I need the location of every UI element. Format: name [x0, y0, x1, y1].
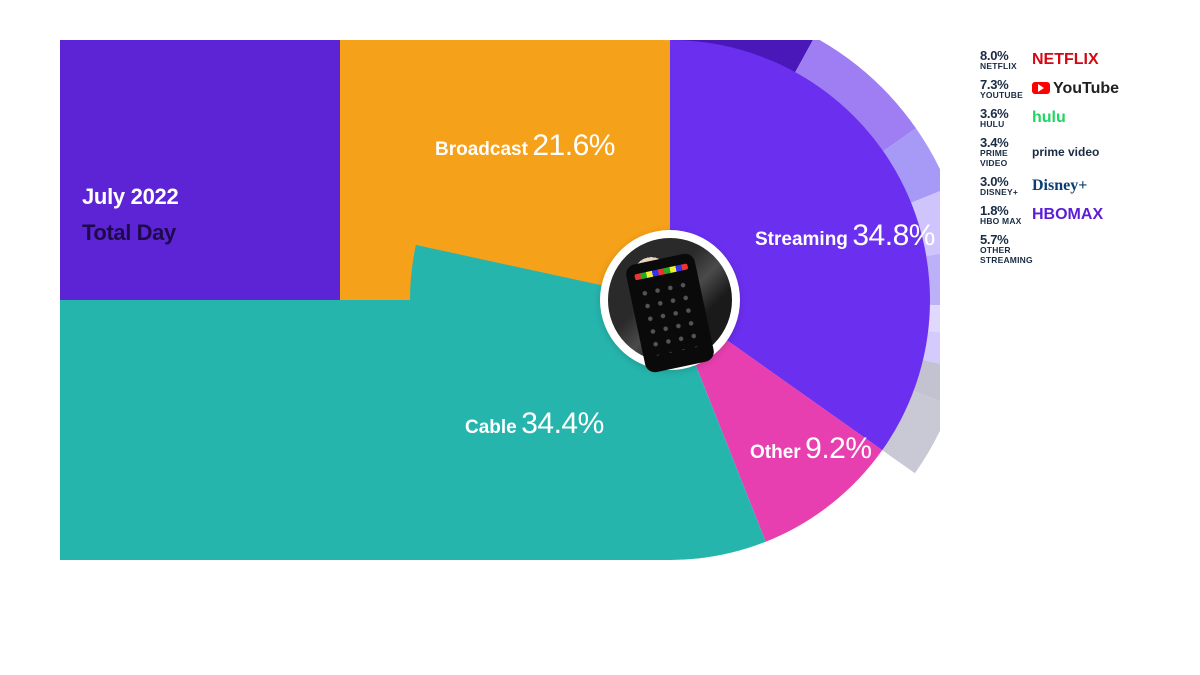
slice-pct-cable: 34.4% [521, 407, 604, 440]
slice-label-streaming: Streaming 34.8% [755, 220, 935, 252]
center-photo [600, 230, 740, 370]
slice-label-broadcast: Broadcast 21.6% [435, 130, 615, 162]
chart-area: July 2022 Total Day Broadcast 21.6% Stre… [60, 40, 940, 560]
legend-sublabel: OTHER STREAMING [980, 245, 1024, 265]
legend-logo: hulu [1032, 110, 1145, 126]
legend-item: 3.4%PRIME VIDEOprime video [980, 135, 1145, 168]
slice-pct-streaming: 34.8% [852, 219, 935, 252]
legend-logo: NETFLIX [1032, 52, 1145, 68]
legend-item: 5.7%OTHER STREAMING [980, 232, 1145, 265]
streaming-legend: 8.0%NETFLIXNETFLIX7.3%YOUTUBEYouTube3.6%… [980, 48, 1145, 265]
legend-item: 7.3%YOUTUBEYouTube [980, 77, 1145, 100]
legend-item: 3.6%HULUhulu [980, 106, 1145, 129]
legend-item: 3.0%DISNEY+Disney+ [980, 174, 1145, 197]
legend-sublabel: HBO MAX [980, 216, 1024, 226]
slice-pct-other: 9.2% [805, 432, 871, 465]
legend-logo: prime video [1032, 144, 1145, 160]
youtube-icon [1032, 82, 1050, 94]
legend-sublabel: HULU [980, 119, 1024, 129]
remote-icon [624, 252, 715, 374]
legend-logo: YouTube [1032, 81, 1145, 97]
legend-sublabel: PRIME VIDEO [980, 148, 1024, 168]
slice-label-other: Other 9.2% [750, 433, 872, 465]
legend-logo: HBOMAX [1032, 207, 1145, 223]
slice-pct-broadcast: 21.6% [532, 129, 615, 162]
legend-item: 1.8%HBO MAXHBOMAX [980, 203, 1145, 226]
legend-logo: Disney+ [1032, 178, 1145, 194]
slice-label-cable: Cable 34.4% [465, 408, 604, 440]
legend-sublabel: DISNEY+ [980, 187, 1024, 197]
legend-item: 8.0%NETFLIXNETFLIX [980, 48, 1145, 71]
legend-sublabel: NETFLIX [980, 61, 1024, 71]
legend-sublabel: YOUTUBE [980, 90, 1024, 100]
pie-chart [60, 40, 940, 560]
